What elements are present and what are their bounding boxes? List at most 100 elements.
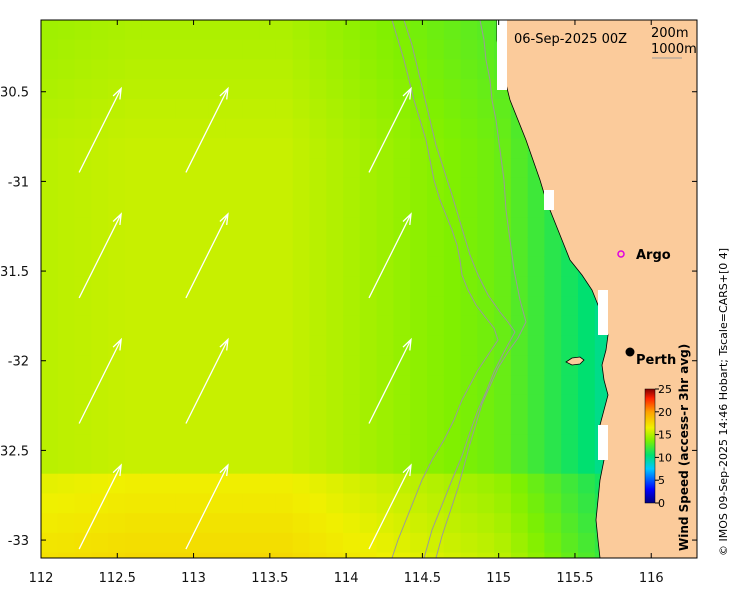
heatmap-cell (242, 552, 260, 558)
colorbar-tick-label: 0 (658, 497, 665, 510)
heatmap-cell (343, 335, 361, 356)
heatmap-cell (57, 20, 76, 41)
heatmap-cell (91, 355, 109, 376)
heatmap-cell (74, 335, 92, 356)
heatmap-cell (225, 197, 243, 218)
heatmap-cell (494, 493, 512, 514)
heatmap-cell (695, 59, 697, 80)
heatmap-cell (141, 59, 160, 80)
heatmap-cell (225, 414, 243, 435)
heatmap-cell (343, 473, 361, 494)
heatmap-cell (494, 375, 512, 396)
heatmap-cell (259, 237, 277, 258)
heatmap-cell (410, 177, 428, 199)
heatmap-cell (74, 454, 92, 475)
heatmap-cell (192, 217, 210, 238)
heatmap-cell (376, 138, 394, 159)
colorbar (644, 388, 656, 504)
heatmap-cell (91, 237, 109, 258)
heatmap-cell (494, 394, 512, 416)
heatmap-cell (225, 335, 243, 356)
wind-arrow (78, 212, 122, 299)
heatmap-cell (275, 59, 294, 80)
heatmap-cell (192, 59, 210, 80)
heatmap-cell (41, 513, 59, 534)
heatmap-cell (695, 158, 697, 179)
heatmap-cell (259, 256, 277, 277)
heatmap-cell (510, 532, 529, 554)
heatmap-cell (343, 79, 361, 100)
heatmap-cell (208, 197, 227, 218)
heatmap-cell (359, 355, 378, 376)
heatmap-cell (326, 177, 344, 199)
heatmap-cell (57, 493, 76, 514)
heatmap-cell (343, 454, 361, 475)
heatmap-cell (309, 335, 327, 356)
heatmap-cell (393, 98, 411, 120)
heatmap-cell (275, 394, 294, 416)
heatmap-cell (376, 20, 394, 41)
heatmap-cell (494, 355, 512, 376)
heatmap-cell (41, 98, 59, 120)
heatmap-cell (124, 20, 143, 41)
heatmap-cell (376, 158, 394, 179)
heatmap-cell (275, 513, 294, 534)
heatmap-cell (91, 375, 109, 396)
heatmap-cell (460, 296, 478, 317)
heatmap-cell (561, 315, 579, 337)
heatmap-cell (57, 355, 76, 376)
heatmap-cell (427, 375, 445, 396)
heatmap-cell (359, 315, 378, 337)
heatmap-cell (376, 118, 394, 139)
heatmap-cell (309, 532, 327, 554)
heatmap-cell (91, 276, 109, 297)
heatmap-cell (91, 434, 109, 455)
heatmap-cell (141, 39, 160, 60)
heatmap-cell (141, 79, 160, 100)
heatmap-cell (544, 454, 562, 475)
heatmap-cell (359, 493, 378, 514)
heatmap-cell (477, 118, 495, 139)
heatmap-cell (376, 276, 394, 297)
heatmap-cell (259, 473, 277, 494)
heatmap-cell (326, 493, 344, 514)
heatmap-cell (91, 217, 109, 238)
heatmap-cell (91, 118, 109, 139)
heatmap-cell (561, 414, 579, 435)
heatmap-cell (695, 138, 697, 159)
heatmap-cell (292, 98, 311, 120)
heatmap-cell (41, 20, 59, 41)
heatmap-cell (175, 98, 193, 120)
heatmap-cell (393, 177, 411, 199)
heatmap-cell (460, 355, 478, 376)
heatmap-cell (309, 138, 327, 159)
heatmap-cell (225, 118, 243, 139)
heatmap-cell (124, 59, 143, 80)
heatmap-cell (695, 355, 697, 376)
heatmap-cell (376, 237, 394, 258)
heatmap-cell (225, 237, 243, 258)
heatmap-cell (494, 296, 512, 317)
heatmap-cell (41, 118, 59, 139)
heatmap-cell (242, 256, 260, 277)
heatmap-cell (292, 276, 311, 297)
heatmap-cell (443, 276, 462, 297)
heatmap-cell (695, 98, 697, 120)
heatmap-cell (158, 414, 176, 435)
heatmap-cell (527, 434, 546, 455)
heatmap-cell (275, 98, 294, 120)
heatmap-cell (259, 158, 277, 179)
heatmap-cell (175, 493, 193, 514)
heatmap-cell (343, 118, 361, 139)
heatmap-cell (343, 237, 361, 258)
y-tick-label: -31 (8, 175, 29, 190)
heatmap-cell (41, 493, 59, 514)
heatmap-cell (74, 79, 92, 100)
heatmap-cell (561, 493, 579, 514)
heatmap-cell (427, 59, 445, 80)
heatmap-cell (578, 454, 596, 475)
wind-arrow (368, 463, 412, 550)
heatmap-cell (275, 20, 294, 41)
heatmap-cell (242, 493, 260, 514)
heatmap-cell (443, 39, 462, 60)
